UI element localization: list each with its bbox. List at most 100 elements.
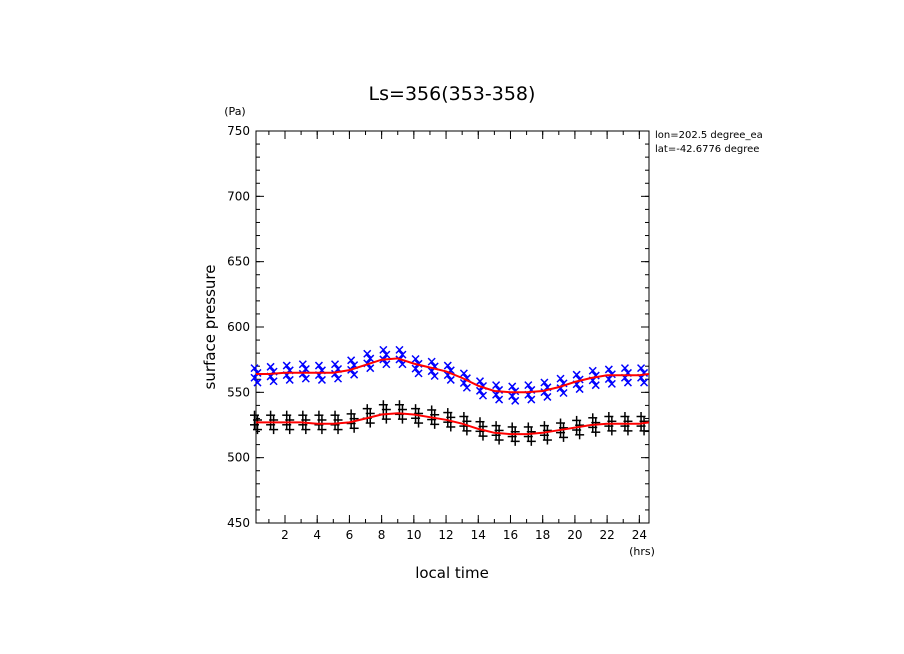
x-marker-stroke <box>637 364 646 373</box>
plot-frame <box>255 130 650 524</box>
x-marker <box>478 391 488 400</box>
x-marker <box>398 360 407 369</box>
y-unit-label: (Pa) <box>224 105 245 118</box>
x-marker-stroke <box>607 379 616 388</box>
plus-marker <box>575 430 585 440</box>
x-marker <box>640 378 649 387</box>
axes: 2 4 6 8 10 12 14 16 18 20 22 2445050055060065070075… <box>227 124 650 542</box>
x-marker-stroke <box>266 362 275 371</box>
x-marker-stroke <box>495 395 504 404</box>
x-tick-label: 10 <box>406 528 421 542</box>
x-marker <box>543 392 552 401</box>
x-marker <box>604 375 613 384</box>
plus-marker <box>542 435 552 445</box>
annotation-lat: lat=-42.6776 degree <box>655 144 759 155</box>
x-marker-stroke <box>379 345 388 354</box>
plus-marker <box>507 422 517 432</box>
x-marker-stroke <box>414 369 423 378</box>
x-marker-stroke <box>446 375 455 384</box>
plus-marker <box>559 432 569 442</box>
plus-marker <box>430 419 440 429</box>
plus-marker <box>639 426 649 436</box>
x-marker-stroke <box>591 381 600 390</box>
plus-marker <box>523 422 533 432</box>
x-marker <box>492 390 501 399</box>
plus-marker <box>491 421 501 431</box>
plus-marker <box>301 425 311 435</box>
x-marker <box>462 383 471 392</box>
x-marker-stroke <box>492 390 501 399</box>
plus-marker <box>620 411 630 421</box>
plus-marker <box>572 415 582 425</box>
plus-marker <box>365 418 375 428</box>
x-marker <box>527 395 536 404</box>
x-marker <box>508 392 517 401</box>
x-marker-stroke <box>443 361 452 370</box>
plus-marker <box>298 410 308 420</box>
plus-marker <box>623 426 633 436</box>
x-unit-label: (hrs) <box>629 545 655 558</box>
x-marker <box>301 364 310 374</box>
x-marker-stroke <box>588 366 597 375</box>
annotation-lon: lon=202.5 degree_ea <box>655 130 763 141</box>
x-marker-stroke <box>411 354 420 364</box>
x-marker <box>475 377 485 386</box>
x-marker-stroke <box>511 396 520 405</box>
x-marker <box>511 396 520 405</box>
plus-marker <box>346 409 356 419</box>
x-tick-label: 6 <box>346 528 354 542</box>
x-marker <box>411 354 420 364</box>
x-marker <box>591 381 600 390</box>
plus-marker <box>250 420 259 430</box>
x-marker <box>623 378 632 387</box>
x-marker-stroke <box>475 377 485 386</box>
plus-marker <box>427 405 437 415</box>
x-marker-stroke <box>317 375 326 384</box>
x-marker-stroke <box>269 377 278 386</box>
x-marker-stroke <box>334 374 343 383</box>
plus-marker <box>333 425 343 435</box>
plus-marker <box>556 418 566 428</box>
x-marker <box>430 371 439 381</box>
plus-marker <box>575 420 585 430</box>
x-marker <box>350 370 359 379</box>
x-marker <box>366 354 375 363</box>
x-marker <box>382 350 391 359</box>
x-marker-stroke <box>604 365 613 374</box>
x-marker <box>363 349 372 358</box>
x-marker <box>559 388 568 398</box>
plus-marker <box>443 408 453 418</box>
x-marker <box>607 379 616 388</box>
plus-marker <box>459 411 469 421</box>
x-marker-stroke <box>395 345 404 354</box>
plus-marker <box>443 417 453 427</box>
plus-marker <box>381 414 391 424</box>
x-marker-stroke <box>398 360 407 369</box>
x-marker-stroke <box>366 354 375 363</box>
x-marker-stroke <box>301 374 310 383</box>
y-tick-label: 600 <box>227 320 250 334</box>
x-marker-stroke <box>253 378 262 387</box>
x-marker-stroke <box>398 350 407 359</box>
x-marker-stroke <box>382 360 391 369</box>
x-marker <box>414 369 423 378</box>
x-axis-label: local time <box>415 564 489 582</box>
x-marker-stroke <box>282 361 291 370</box>
x-tick-label: 12 <box>438 528 453 542</box>
x-marker <box>266 362 275 371</box>
y-axis-label: surface pressure <box>201 265 219 390</box>
x-marker-stroke <box>620 364 629 373</box>
plus-marker <box>266 410 276 420</box>
x-marker <box>285 375 294 384</box>
x-marker <box>282 361 291 370</box>
x-marker <box>379 345 388 354</box>
x-marker-stroke <box>527 395 536 404</box>
x-marker-stroke <box>459 369 468 378</box>
x-marker-stroke <box>347 356 356 365</box>
x-marker-stroke <box>623 378 632 387</box>
x-marker-stroke <box>575 385 584 394</box>
x-marker-stroke <box>411 364 420 373</box>
plus-marker <box>478 431 488 441</box>
plus-marker <box>314 410 324 420</box>
plus-marker <box>462 426 472 436</box>
